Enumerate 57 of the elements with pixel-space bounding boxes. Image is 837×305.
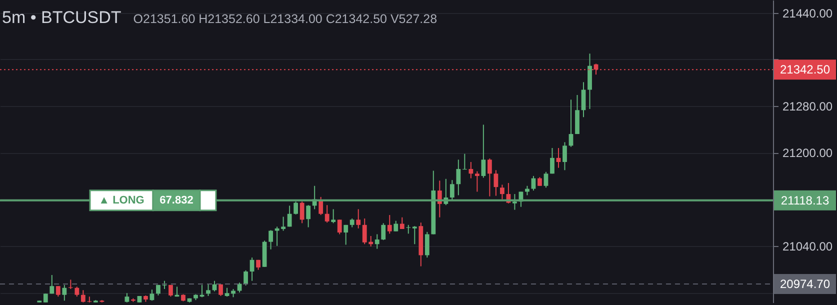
candlestick <box>500 184 504 200</box>
candlestick <box>300 201 304 224</box>
candlestick <box>318 196 324 216</box>
candlestick <box>56 286 60 298</box>
candlestick <box>344 224 348 246</box>
candlestick <box>374 234 380 250</box>
candlestick <box>62 284 67 302</box>
candlestick <box>250 257 254 282</box>
candlestick <box>562 142 567 171</box>
candlestick <box>387 214 392 234</box>
candlestick <box>74 286 80 298</box>
candlestick <box>206 283 210 297</box>
y-tick-label: 21440.00 <box>782 6 833 20</box>
candlestick <box>124 292 130 303</box>
candlestick <box>487 158 492 197</box>
candlestick <box>68 279 73 290</box>
candlestick <box>462 153 467 170</box>
candlestick <box>337 219 342 235</box>
candlestick <box>450 180 454 200</box>
candlestick <box>150 289 154 302</box>
candlestick <box>381 222 386 241</box>
candlestick <box>306 204 311 228</box>
y-tick-label: 21200.00 <box>782 146 833 160</box>
candlestick <box>474 170 480 192</box>
candlestick <box>456 159 461 196</box>
candlestick <box>512 194 517 210</box>
candlestick <box>412 226 417 245</box>
candlestick <box>424 231 430 258</box>
candlestick <box>268 230 273 250</box>
chart-title: 5m • BTCUSDT <box>2 8 122 27</box>
candlestick <box>406 224 411 234</box>
candlestick <box>356 208 361 229</box>
candlestick <box>581 82 586 118</box>
y-tick-label: 21040.00 <box>782 239 833 254</box>
ref-line-label: 21342.50 <box>780 62 830 77</box>
annotation: 67.832 <box>160 194 194 206</box>
candlestick <box>481 124 486 178</box>
candlestick <box>50 274 54 294</box>
candlestick <box>394 220 398 232</box>
candlestick <box>575 94 580 135</box>
candlestick <box>544 171 548 188</box>
candlestick <box>588 53 592 110</box>
candlestick <box>494 170 498 196</box>
ref-line-label: 21118.13 <box>780 193 830 208</box>
annotation: ▲ LONG <box>98 194 144 206</box>
candlestick <box>331 208 336 224</box>
candlestick <box>568 99 574 148</box>
candlestick <box>531 175 536 192</box>
candlestick <box>287 205 292 228</box>
y-tick-label: 21280.00 <box>782 100 833 114</box>
text: O21351.60 H21352.60 L21334.00 C21342.50 V527.28 <box>133 12 438 26</box>
candlestick <box>468 161 474 179</box>
candlestick <box>324 204 330 224</box>
ref-line-label: 20974.70 <box>780 276 830 291</box>
candlestick <box>244 270 248 286</box>
candlestick <box>294 201 298 215</box>
candlestick <box>550 148 554 174</box>
